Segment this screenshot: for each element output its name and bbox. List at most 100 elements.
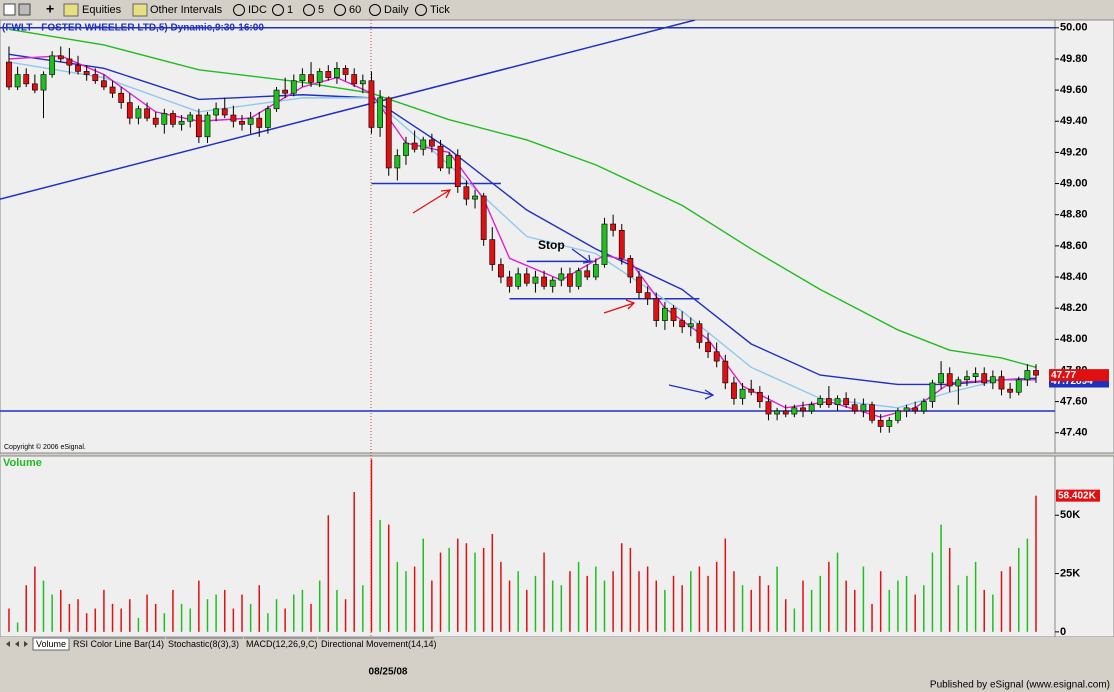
volume-bar <box>1000 571 1003 632</box>
toolbar-item[interactable]: Equities <box>82 4 122 16</box>
tab-label[interactable]: Volume <box>36 639 66 649</box>
volume-bar <box>448 547 450 632</box>
volume-bar <box>284 608 286 632</box>
candle-body <box>1007 388 1014 393</box>
volume-bar <box>8 608 10 632</box>
candle-body <box>204 114 211 138</box>
icon[interactable] <box>415 4 427 16</box>
volume-bar <box>51 594 53 632</box>
volume-bar <box>223 589 226 632</box>
scroll-button[interactable] <box>6 641 10 647</box>
toolbar-item[interactable]: Tick <box>430 4 450 16</box>
price-label-box <box>1049 369 1109 382</box>
icon[interactable] <box>132 3 148 17</box>
candle-body <box>170 113 176 125</box>
add-icon[interactable]: + <box>46 1 54 17</box>
candle-body <box>731 382 737 399</box>
candle-body <box>282 89 289 94</box>
candle-body <box>334 67 340 78</box>
toolbar-item[interactable]: 60 <box>349 4 361 16</box>
candle-body <box>498 264 504 278</box>
y-tick-label: 48.80 <box>1060 209 1088 221</box>
candle-body <box>6 61 12 88</box>
y-tick-label: 48.20 <box>1060 302 1088 314</box>
volume-bar <box>457 538 459 632</box>
candle-body <box>713 351 720 362</box>
candle-body <box>49 55 56 75</box>
volume-bar <box>25 585 27 632</box>
toolbar-item[interactable]: 5 <box>318 4 324 16</box>
volume-bar <box>103 589 105 632</box>
volume-bar <box>905 575 908 632</box>
volume-bar <box>318 580 321 632</box>
volume-bar <box>77 599 79 632</box>
toolbar-item[interactable]: 1 <box>287 4 293 16</box>
toolbar-item[interactable]: Other Intervals <box>150 4 223 16</box>
volume-bar <box>258 585 261 632</box>
candle-body <box>523 273 530 284</box>
tab-label[interactable]: RSI Color Line Bar(14) <box>73 639 164 649</box>
scroll-buttons[interactable] <box>6 641 28 647</box>
volume-bar <box>154 603 157 632</box>
candle-body <box>920 401 927 412</box>
candle-body <box>549 279 556 287</box>
volume-bar <box>370 459 373 632</box>
candle-body <box>109 86 116 94</box>
price-plot <box>0 20 1055 433</box>
volume-bar <box>862 566 865 632</box>
candle-body <box>161 113 168 125</box>
candle-body <box>610 223 617 231</box>
tab-label[interactable]: Stochastic(8(3),3) <box>168 639 239 649</box>
volume-bar <box>85 613 88 632</box>
icon[interactable] <box>272 4 284 16</box>
volume-bar <box>560 585 563 632</box>
candle-body <box>532 276 539 284</box>
candle-body <box>325 71 332 78</box>
volume-bar <box>206 599 209 632</box>
y-tick-label: 25K <box>1060 567 1080 579</box>
candle-body <box>791 407 798 415</box>
volume-bar <box>111 603 114 632</box>
volume-bar <box>690 571 692 632</box>
icon[interactable] <box>334 4 346 16</box>
volume-bar <box>129 599 131 632</box>
candle-body <box>506 276 513 287</box>
candle-body <box>273 89 280 110</box>
trendline <box>0 20 696 200</box>
scroll-button[interactable] <box>15 641 19 647</box>
y-tick-label: 47.60 <box>1060 396 1088 408</box>
volume-bar <box>482 547 485 632</box>
candle-body <box>385 97 392 169</box>
icon[interactable] <box>63 3 79 17</box>
candle-body <box>377 97 383 128</box>
candle-body <box>679 320 686 328</box>
tab-label[interactable]: Directional Movement(14,14) <box>321 639 437 649</box>
candle-body <box>541 276 547 287</box>
toolbar-item[interactable]: Daily <box>384 4 409 16</box>
volume-bar <box>163 613 166 632</box>
volume-bar <box>1009 566 1011 632</box>
volume-bar <box>854 589 856 632</box>
volume-axis <box>1054 455 1114 638</box>
scroll-button[interactable] <box>24 641 28 647</box>
toolbar-item[interactable]: IDC <box>248 4 267 16</box>
icon[interactable] <box>303 4 315 16</box>
volume-bar <box>396 561 399 632</box>
icon[interactable] <box>233 4 245 16</box>
y-tick-label: 49.60 <box>1060 84 1088 96</box>
icon[interactable] <box>369 4 381 16</box>
candle-body <box>308 74 314 83</box>
y-tick-label: 49.20 <box>1060 146 1088 158</box>
candle-body <box>938 373 944 384</box>
tab[interactable] <box>32 637 70 651</box>
volume-bar <box>819 575 821 632</box>
candle-body <box>428 139 435 147</box>
status-bar <box>0 678 1114 692</box>
icon[interactable] <box>3 3 16 16</box>
volume-bar <box>888 589 891 632</box>
arrow <box>603 299 636 314</box>
icon[interactable] <box>18 3 31 16</box>
y-tick-label: 50K <box>1060 509 1080 521</box>
volume-bar <box>672 575 675 632</box>
tab-label[interactable]: MACD(12,26,9,C) <box>246 639 318 649</box>
